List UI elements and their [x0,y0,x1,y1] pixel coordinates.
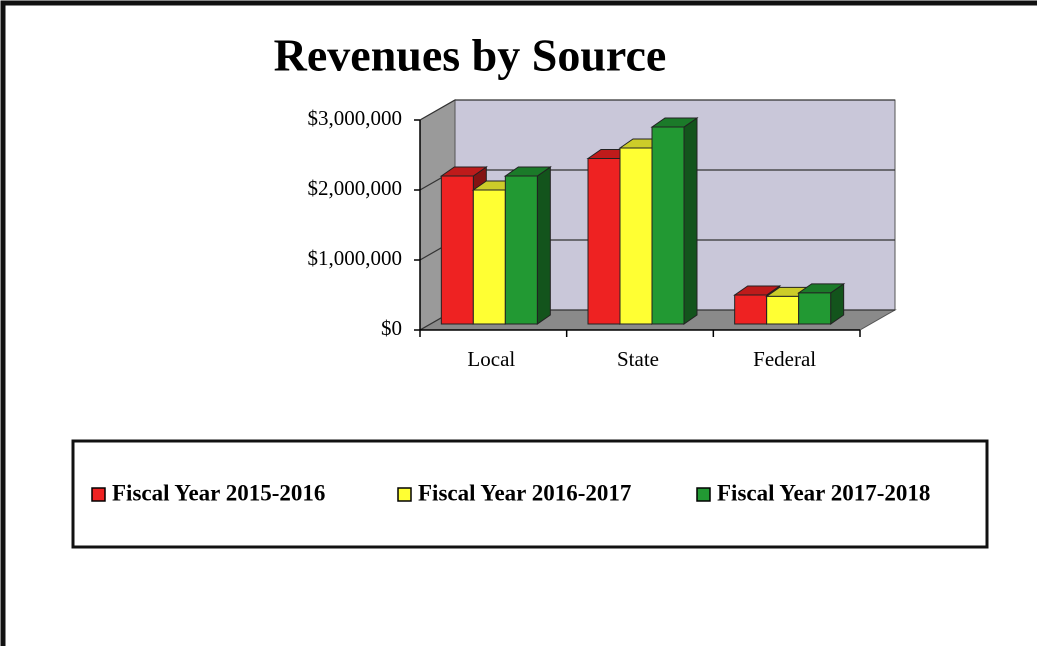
bar [766,295,800,325]
legend-swatch [397,487,412,502]
legend-swatch [91,487,106,502]
grid-line [419,99,895,121]
legend-label: Fiscal Year 2015-2016 [112,480,325,505]
bar-side [536,166,551,325]
bar [472,189,506,325]
x-tick-label: Federal [753,347,816,371]
chart-title: Revenues by Source [274,30,667,81]
y-tick-label: $1,000,000 [308,246,403,270]
bar [734,294,768,325]
legend-label: Fiscal Year 2017-2018 [717,480,930,505]
bar [798,292,832,325]
legend-label: Fiscal Year 2016-2017 [418,480,631,505]
bar [651,126,685,325]
x-tick-label: State [617,347,659,371]
legend-swatch [696,487,711,502]
bar-side [683,117,698,325]
y-tick-label: $0 [381,316,402,340]
legend [71,439,989,549]
x-tick-label: Local [467,347,515,371]
bar [440,175,474,325]
y-tick-label: $3,000,000 [308,106,403,130]
bar [587,158,621,325]
y-tick-label: $2,000,000 [308,176,403,200]
bar [619,147,653,325]
bar [504,175,538,325]
